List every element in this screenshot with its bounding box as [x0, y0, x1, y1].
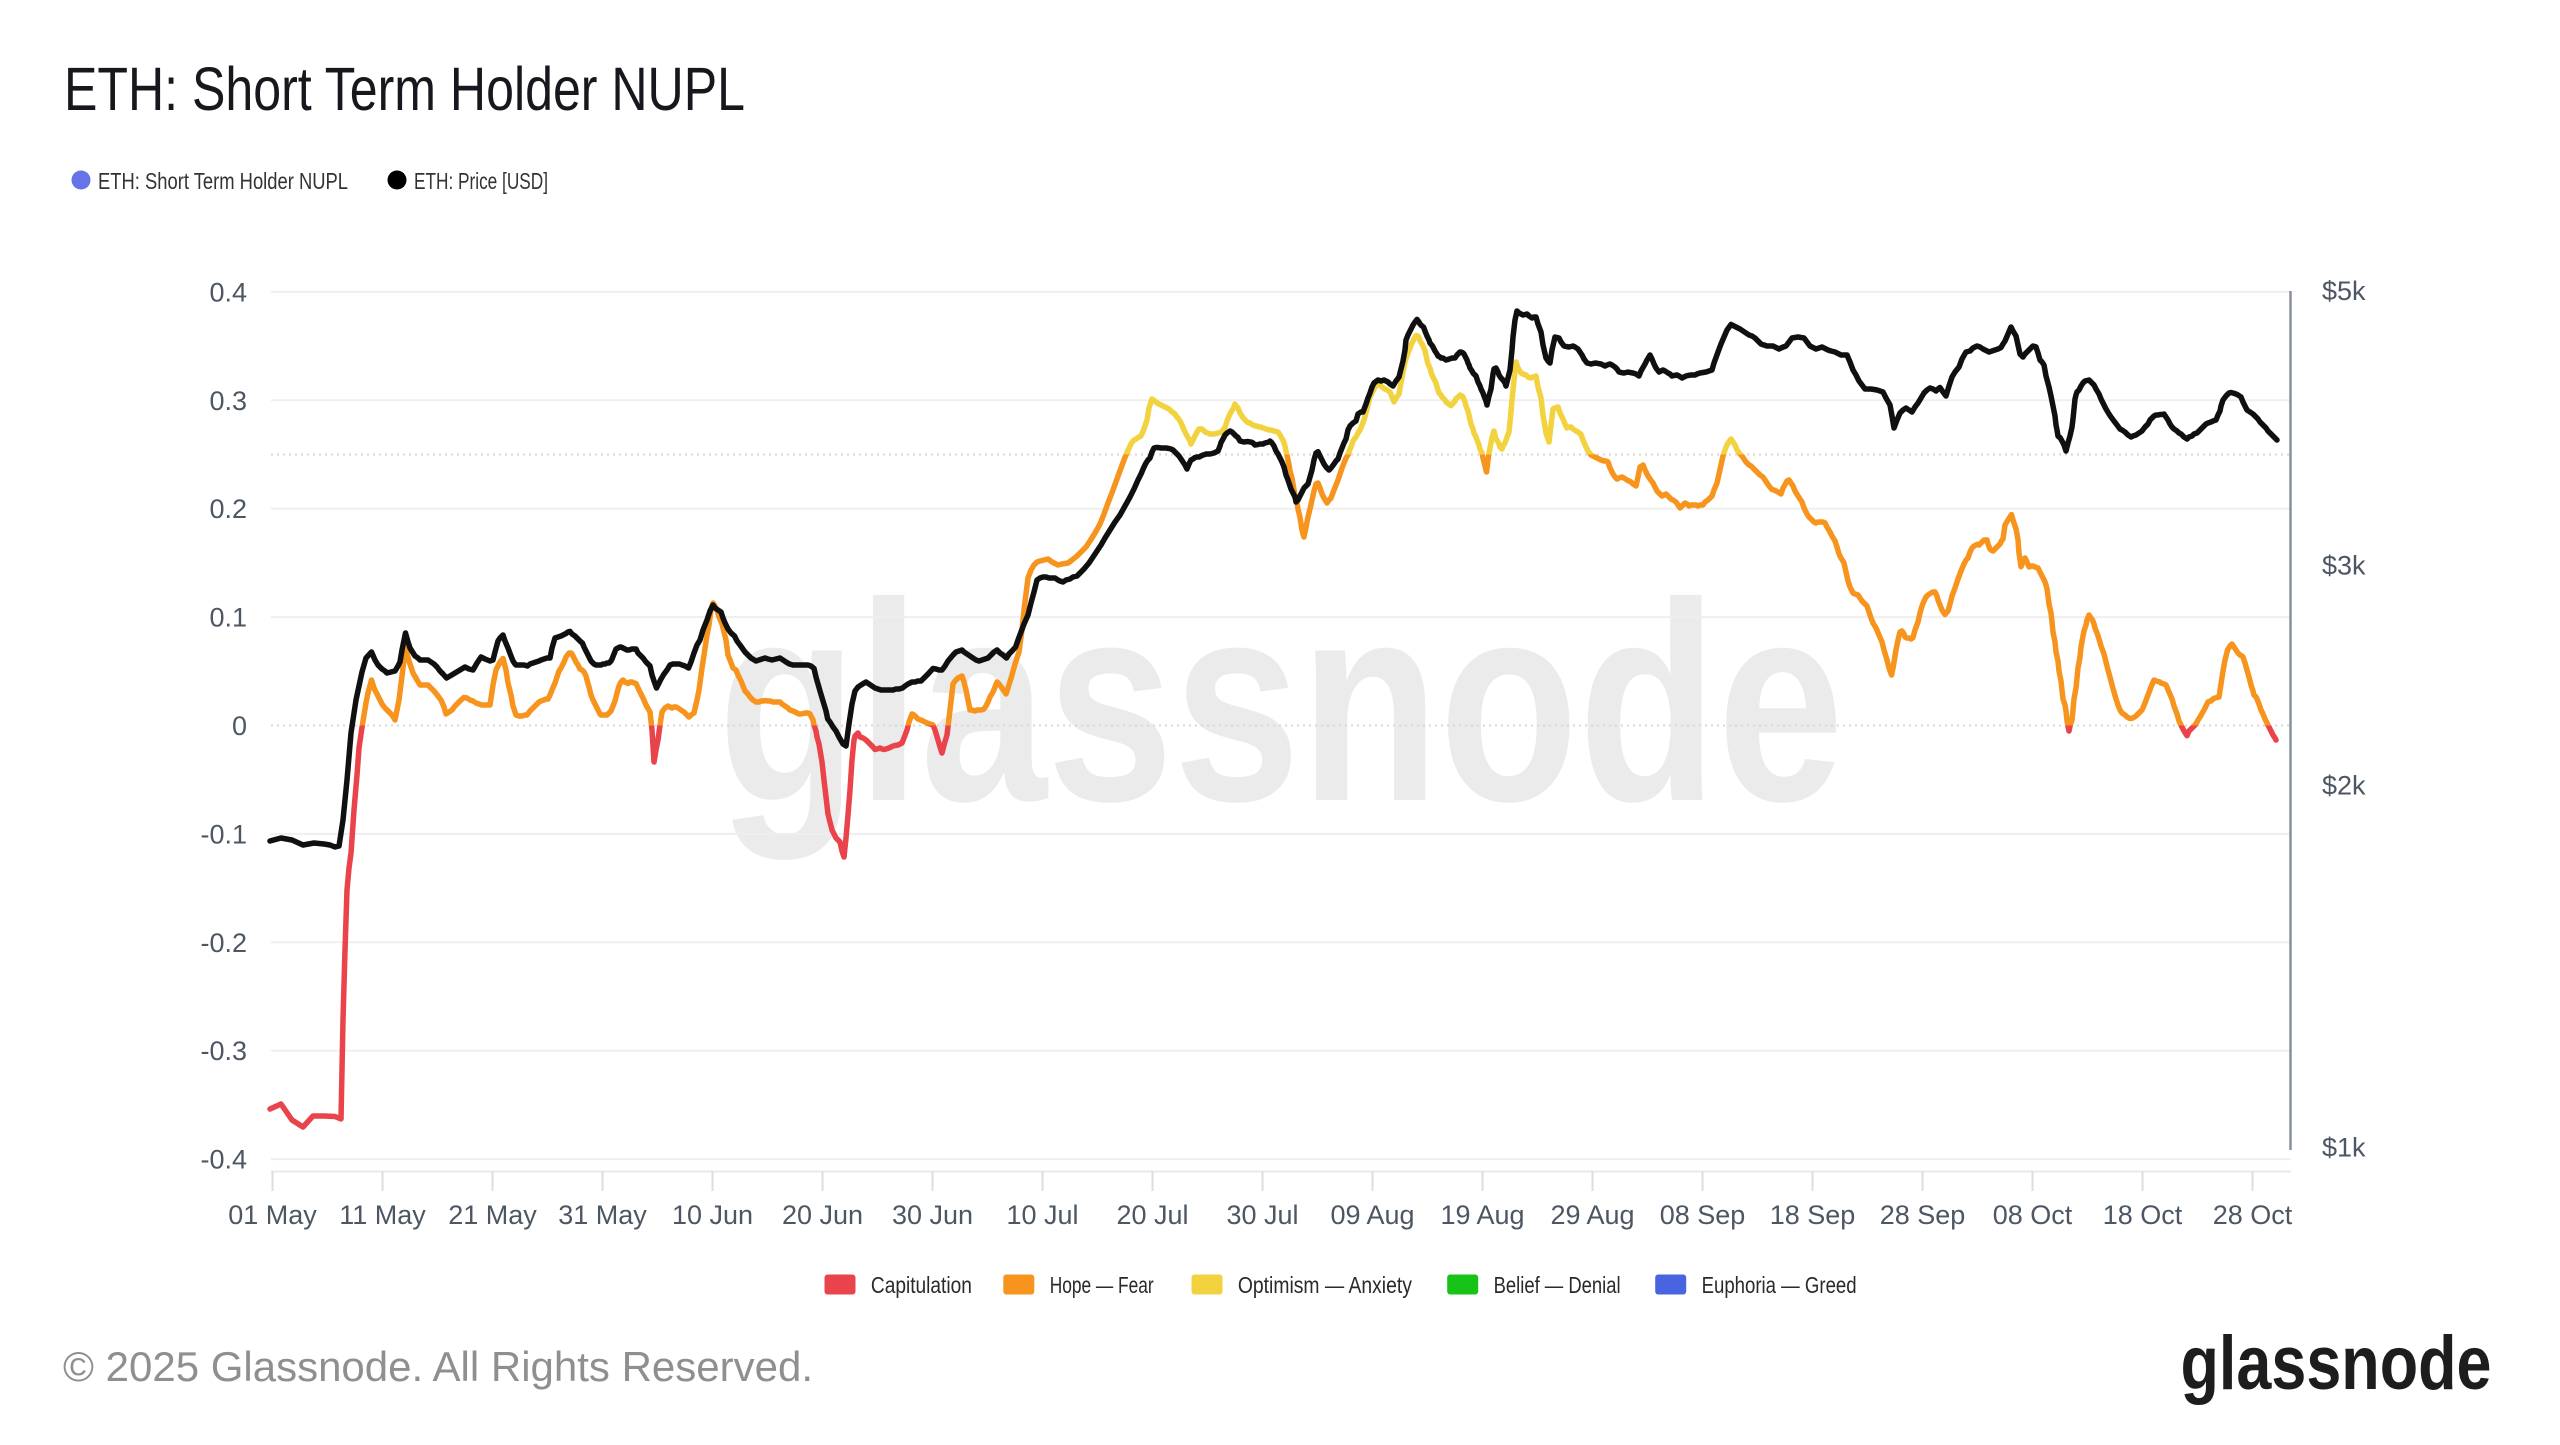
svg-text:0.1: 0.1: [209, 603, 247, 633]
svg-text:19 Aug: 19 Aug: [1440, 1200, 1524, 1230]
svg-text:$3k: $3k: [2322, 551, 2366, 581]
svg-text:0.4: 0.4: [209, 277, 247, 307]
svg-text:Euphoria — Greed: Euphoria — Greed: [1702, 1272, 1857, 1298]
svg-text:0.2: 0.2: [209, 494, 247, 524]
svg-text:21 May: 21 May: [448, 1200, 537, 1230]
svg-text:20 Jun: 20 Jun: [782, 1200, 863, 1230]
svg-text:ETH: Short Term Holder NUPL: ETH: Short Term Holder NUPL: [64, 55, 745, 123]
svg-text:glassnode: glassnode: [718, 544, 1844, 862]
svg-text:-0.4: -0.4: [200, 1145, 247, 1175]
svg-text:Optimism — Anxiety: Optimism — Anxiety: [1238, 1272, 1412, 1298]
svg-text:ETH: Price [USD]: ETH: Price [USD]: [414, 168, 548, 194]
svg-text:08 Oct: 08 Oct: [1993, 1200, 2073, 1230]
svg-text:0.3: 0.3: [209, 386, 247, 416]
svg-text:$2k: $2k: [2322, 771, 2366, 801]
svg-text:28 Oct: 28 Oct: [2213, 1200, 2293, 1230]
svg-text:10 Jul: 10 Jul: [1006, 1200, 1078, 1230]
svg-text:20 Jul: 20 Jul: [1116, 1200, 1188, 1230]
svg-text:-0.2: -0.2: [200, 928, 247, 958]
svg-text:18 Sep: 18 Sep: [1770, 1200, 1856, 1230]
svg-text:-0.1: -0.1: [200, 819, 247, 849]
svg-text:10 Jun: 10 Jun: [672, 1200, 753, 1230]
svg-text:Hope — Fear: Hope — Fear: [1050, 1272, 1154, 1298]
svg-text:glassnode: glassnode: [2181, 1321, 2492, 1406]
svg-text:29 Aug: 29 Aug: [1550, 1200, 1634, 1230]
svg-text:01 May: 01 May: [228, 1200, 317, 1230]
svg-text:Capitulation: Capitulation: [871, 1272, 972, 1298]
svg-text:31 May: 31 May: [558, 1200, 647, 1230]
svg-text:28 Sep: 28 Sep: [1880, 1200, 1966, 1230]
svg-text:ETH: Short Term Holder NUPL: ETH: Short Term Holder NUPL: [98, 168, 348, 194]
svg-text:11 May: 11 May: [339, 1200, 426, 1230]
svg-text:-0.3: -0.3: [200, 1036, 247, 1066]
svg-text:Belief — Denial: Belief — Denial: [1494, 1272, 1621, 1298]
svg-text:30 Jul: 30 Jul: [1226, 1200, 1298, 1230]
svg-text:18 Oct: 18 Oct: [2103, 1200, 2183, 1230]
svg-text:30 Jun: 30 Jun: [892, 1200, 973, 1230]
svg-text:© 2025 Glassnode. All Rights R: © 2025 Glassnode. All Rights Reserved.: [63, 1343, 813, 1390]
svg-text:$1k: $1k: [2322, 1133, 2366, 1163]
svg-text:08 Sep: 08 Sep: [1660, 1200, 1746, 1230]
svg-text:$5k: $5k: [2322, 276, 2366, 306]
svg-text:09 Aug: 09 Aug: [1330, 1200, 1414, 1230]
svg-text:0: 0: [232, 711, 247, 741]
